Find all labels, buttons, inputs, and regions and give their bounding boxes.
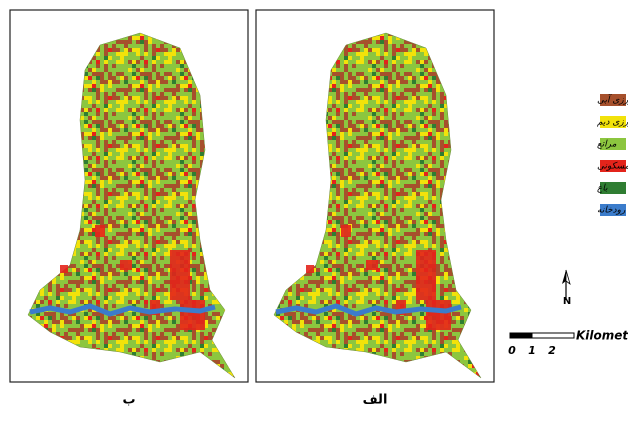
panel-label: ب — [122, 393, 135, 408]
scale-tick: 0 — [508, 344, 516, 357]
urban-patch — [366, 260, 378, 270]
urban-patch — [180, 300, 205, 330]
panel-label: الف — [363, 393, 388, 408]
urban-patch — [416, 250, 436, 300]
legend-label: رودخانه — [597, 206, 626, 216]
map-figure: ب الف N Kilometers 0 1 2 کشاورزی آبی کشاو… — [0, 0, 628, 431]
urban-patch — [341, 225, 351, 237]
legend-label: باغ — [597, 184, 608, 194]
urban-patch — [426, 300, 451, 330]
urban-patch — [170, 250, 190, 300]
scale-unit: Kilometers — [576, 329, 628, 343]
north-label: N — [563, 296, 571, 307]
legend-label: مراتع — [597, 140, 617, 150]
urban-patch — [306, 265, 314, 273]
scale-bar — [510, 333, 574, 338]
urban-patch — [120, 260, 132, 270]
legend-label: مسکونی — [597, 162, 628, 172]
legend-label: کشاورزی آبی — [597, 94, 628, 106]
urban-patch — [60, 265, 68, 273]
legend-label: کشاورزی دیم — [597, 118, 628, 128]
scale-tick: 2 — [548, 344, 556, 357]
urban-patch — [95, 225, 105, 237]
scale-tick: 1 — [528, 344, 536, 357]
